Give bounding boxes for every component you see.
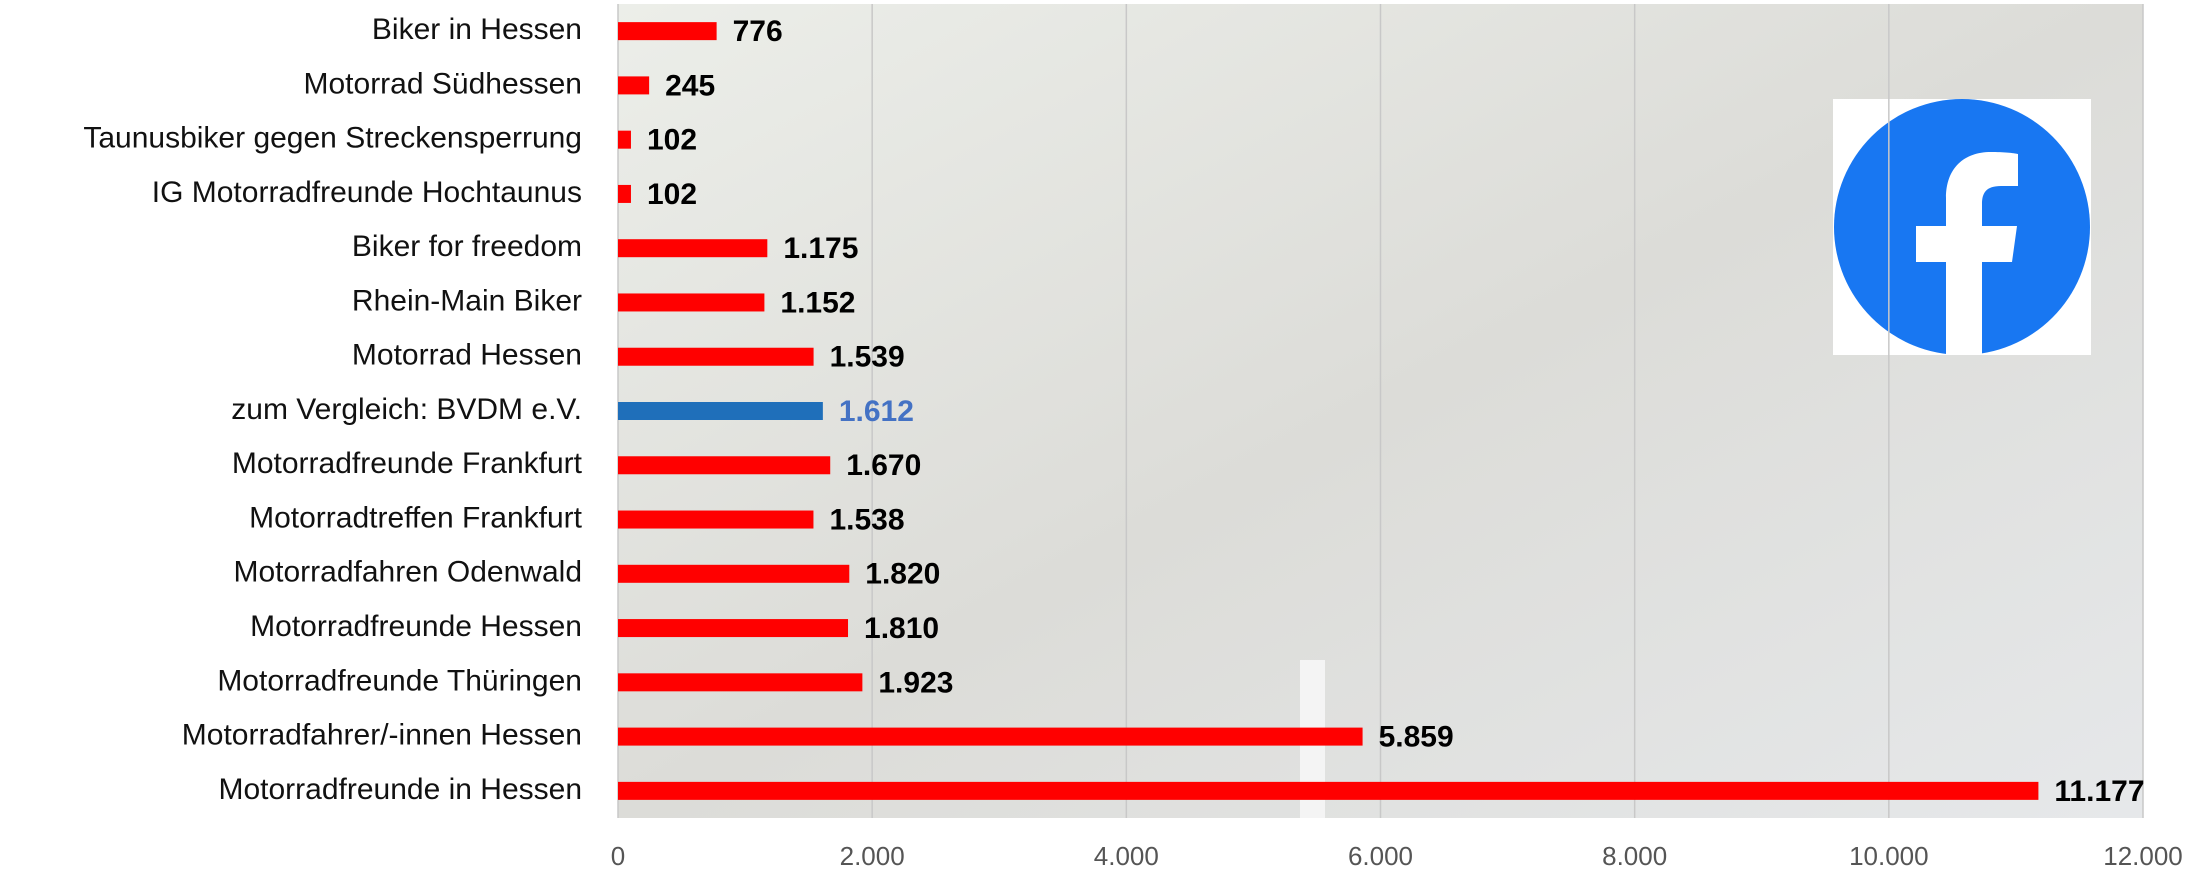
category-label: Biker in Hessen [372, 13, 582, 46]
category-label: Motorrad Südhessen [304, 67, 583, 100]
x-tick-label: 6.000 [1348, 841, 1413, 869]
bar [618, 456, 831, 475]
x-tick-label: 10.000 [1849, 841, 1929, 869]
value-label: 245 [665, 69, 715, 102]
value-label: 1.820 [865, 558, 940, 591]
category-label: zum Vergleich: BVDM e.V. [231, 393, 582, 426]
bar [618, 22, 717, 41]
bar [618, 781, 2039, 800]
value-label: 1.175 [783, 232, 858, 265]
value-label: 1.810 [864, 612, 939, 645]
bar [618, 184, 631, 203]
x-tick-label: 12.000 [2103, 841, 2183, 869]
value-label: 1.923 [878, 666, 953, 699]
value-label: 1.612 [839, 395, 914, 428]
bar [618, 510, 814, 529]
category-label: Rhein-Main Biker [352, 284, 582, 317]
x-tick-label: 8.000 [1602, 841, 1667, 869]
bar [618, 619, 849, 638]
category-label: Motorradfahren Odenwald [233, 556, 582, 589]
bar [618, 76, 650, 95]
value-label: 1.670 [846, 449, 921, 482]
value-label: 1.152 [780, 286, 855, 319]
category-label: Taunusbiker gegen Streckensperrung [83, 122, 582, 155]
x-tick-label: 4.000 [1094, 841, 1159, 869]
x-tick-label: 0 [611, 841, 625, 869]
bar [618, 130, 631, 149]
category-label: Biker for freedom [352, 230, 582, 263]
bar [618, 402, 823, 420]
category-label: Motorradtreffen Frankfurt [249, 501, 583, 534]
category-label: Motorrad Hessen [352, 339, 582, 372]
value-label: 5.859 [1379, 721, 1454, 754]
value-label: 1.538 [829, 503, 904, 536]
facebook-logo [1833, 99, 2091, 355]
x-tick-label: 2.000 [840, 841, 905, 869]
value-label: 11.177 [2054, 775, 2144, 808]
value-label: 102 [647, 178, 697, 211]
bar [618, 564, 850, 583]
bar [618, 727, 1363, 746]
value-label: 102 [647, 124, 697, 157]
bar [618, 239, 768, 258]
category-label: Motorradfreunde in Hessen [218, 773, 582, 806]
bar [618, 347, 814, 366]
category-label: Motorradfreunde Thüringen [217, 664, 582, 697]
category-label: Motorradfreunde Frankfurt [232, 447, 583, 480]
value-label: 776 [733, 15, 783, 48]
bar [618, 293, 765, 312]
category-label: Motorradfahrer/-innen Hessen [182, 719, 582, 752]
bar [618, 673, 863, 692]
value-label: 1.539 [830, 341, 905, 374]
category-label: IG Motorradfreunde Hochtaunus [152, 176, 582, 209]
category-label: Motorradfreunde Hessen [250, 610, 582, 643]
